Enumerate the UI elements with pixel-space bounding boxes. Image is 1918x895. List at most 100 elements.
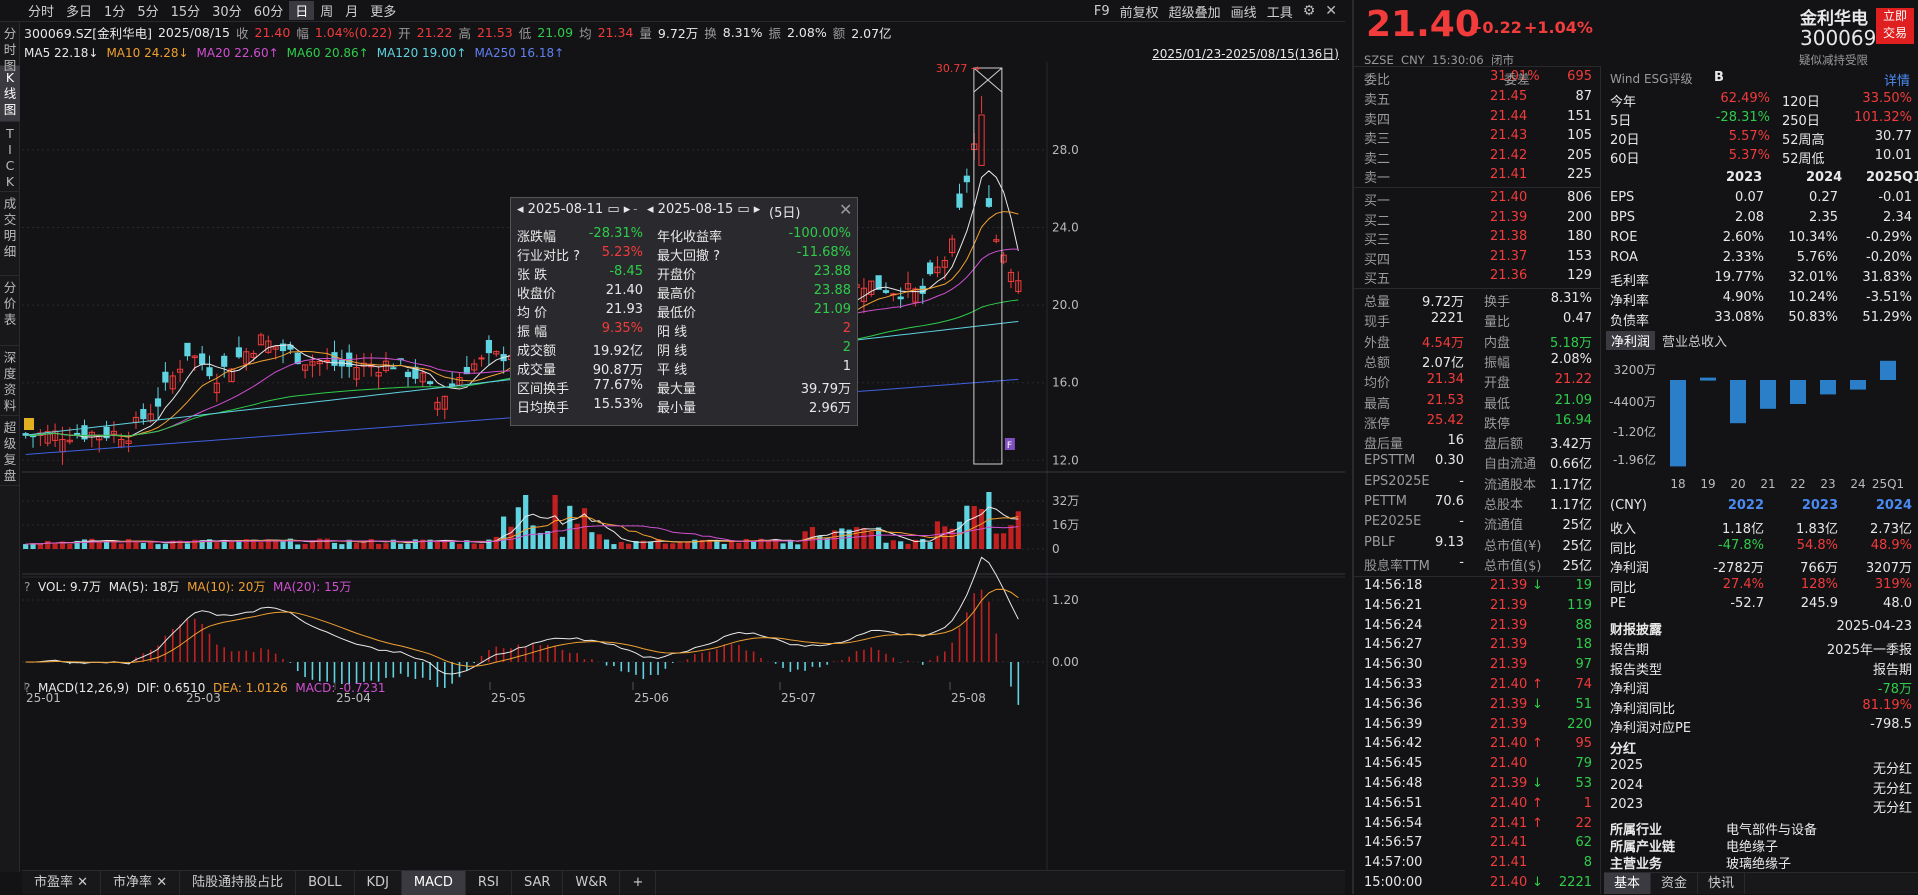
annual-value: 1.18亿	[1722, 522, 1764, 537]
right-tab-1[interactable]: 资金	[1651, 873, 1699, 894]
popup-value: -100.00%	[788, 226, 851, 241]
volume-bar	[662, 543, 668, 549]
leftnav-item-6[interactable]: 超级复盘	[0, 416, 20, 486]
price-axis-label: 28.0	[1052, 143, 1079, 157]
trade-button[interactable]: 立即 交易	[1876, 8, 1914, 44]
macd-axis-label: 1.20	[1052, 593, 1079, 607]
indicator-tab-9[interactable]: +	[620, 870, 657, 895]
toolbar-item-3[interactable]: 画线	[1230, 5, 1257, 21]
period-tab-6[interactable]: 60分	[253, 5, 284, 20]
reduction-note: 疑似减持受限	[1799, 53, 1868, 67]
tab-close-icon[interactable]: ✕	[73, 874, 89, 890]
period-tab-4[interactable]: 15分	[170, 5, 201, 20]
vol-ma-line	[25, 525, 1019, 545]
tick-row: 14:56:18 21.39 ↓ 19	[1364, 578, 1592, 593]
popup-date-from[interactable]: ◂ 2025-08-11 ▭ ▸	[517, 202, 631, 217]
disclosure-label: 报告类型	[1610, 662, 1663, 678]
volume-bar	[956, 521, 963, 549]
leftnav-item-5[interactable]: 深度资料	[0, 346, 20, 416]
disclosure-label: 报告期	[1610, 643, 1650, 658]
candle-body	[934, 266, 941, 274]
mini-x-label: 23	[1820, 477, 1835, 490]
fin-value: -0.29%	[1866, 230, 1912, 245]
right-tab-2[interactable]: 快讯	[1698, 873, 1746, 894]
volume-bar	[736, 542, 742, 549]
period-tab-7[interactable]: 日	[289, 1, 315, 20]
volume-bar	[986, 492, 992, 549]
indicator-tab-6[interactable]: RSI	[466, 870, 512, 895]
period-tab-2[interactable]: 1分	[104, 5, 126, 20]
industry-value[interactable]: 电气部件与设备	[1726, 823, 1818, 838]
leftnav-item-4[interactable]: 分价表	[0, 276, 20, 346]
popup-value: 15.53%	[593, 397, 643, 412]
stat-row: PETTM 70.6 总股本 1.17亿	[1364, 494, 1592, 513]
popup-label: 区间换手	[517, 382, 570, 397]
popup-date-to[interactable]: ◂ 2025-08-15 ▭ ▸	[647, 202, 761, 217]
candle-body	[184, 342, 191, 357]
kline-chart[interactable]: 28.0 24.0 20.0 16.0 12.0 30.77 → F 32万 16万 0 1.…	[22, 62, 1345, 872]
stat-row: 涨停 25.42 跌停 16.94	[1364, 412, 1592, 432]
popup-label: 最低价	[657, 306, 697, 321]
toolbar-item-2[interactable]: 超级叠加	[1168, 5, 1221, 21]
tab-close-icon[interactable]: ✕	[152, 874, 168, 890]
close-icon[interactable]: ✕	[839, 200, 853, 219]
volume-bar	[596, 534, 602, 549]
fin-tab-0[interactable]: 净利润	[1606, 331, 1656, 350]
indicator-tab-7[interactable]: SAR	[512, 870, 564, 895]
close-icon[interactable]: ✕	[1325, 3, 1337, 19]
volume-bar	[273, 540, 279, 549]
vol-axis-label: 16万	[1052, 518, 1079, 532]
fin-value: -3.51%	[1866, 290, 1912, 305]
candle-body	[993, 239, 1000, 242]
gear-icon[interactable]: ⚙	[1302, 3, 1316, 19]
period-tab-1[interactable]: 多日	[66, 5, 93, 20]
leftnav-item-0[interactable]: 分时图	[0, 22, 20, 73]
toolbar-item-4[interactable]: 工具	[1266, 5, 1293, 21]
period-bar: 分时 多日 1分 5分 15分 30分 60分日周月更多 F9 前复权 超级叠加 画线 工具 ⚙ ✕	[0, 0, 1345, 22]
mini-x-label: 24	[1850, 477, 1865, 490]
leftnav-item-3[interactable]: 成交明细	[0, 192, 20, 276]
volume-bar	[383, 543, 389, 549]
industry-value[interactable]: 玻璃绝缘子	[1726, 857, 1792, 872]
period-tab-3[interactable]: 5分	[137, 5, 159, 20]
volume-bar	[67, 544, 73, 549]
indicator-tab-2[interactable]: 陆股通持股占比	[180, 870, 297, 895]
esg-detail-link[interactable]: 详情	[1884, 74, 1911, 89]
volume-bar	[111, 540, 117, 549]
volume-bar	[199, 540, 205, 549]
candle-body	[110, 430, 118, 435]
volume-bar	[1001, 533, 1007, 549]
period-tab-9[interactable]: 月	[345, 5, 359, 20]
mini-bar	[1850, 380, 1866, 390]
indicator-tab-4[interactable]: KDJ	[355, 870, 402, 895]
mini-x-label: 21	[1760, 477, 1775, 490]
candle-body	[404, 371, 412, 378]
toolbar-item-0[interactable]: F9	[1093, 3, 1110, 19]
volume-bar	[868, 531, 874, 549]
fin-label: ROA	[1610, 250, 1638, 265]
period-tab-10[interactable]: 更多	[370, 5, 397, 20]
price-axis-label: 20.0	[1052, 298, 1079, 312]
popup-value: 21.09	[813, 302, 851, 317]
tick-row: 14:56:27 21.39 18	[1364, 637, 1592, 653]
annual-label: 净利润	[1610, 561, 1650, 576]
toolbar-item-1[interactable]: 前复权	[1119, 5, 1159, 21]
right-tab-0[interactable]: 基本	[1604, 873, 1652, 894]
period-tab-5[interactable]: 30分	[212, 5, 242, 20]
date-range[interactable]: 2025/01/23-2025/08/15(136日)	[1152, 46, 1339, 61]
stat-row: EPS2025E - 流通股本 1.17亿	[1364, 473, 1592, 493]
fin-tab-1[interactable]: 营业总收入	[1662, 335, 1728, 350]
industry-value[interactable]: 电绝缘子	[1726, 840, 1779, 855]
indicator-tab-1[interactable]: 市净率 ✕	[101, 870, 181, 895]
popup-label: 振 幅	[517, 325, 548, 340]
indicator-tab-3[interactable]: BOLL	[296, 870, 355, 895]
indicator-tab-5[interactable]: MACD	[401, 870, 466, 895]
stat-row: 现手 2221 量比 0.47	[1364, 311, 1592, 331]
indicator-tab-0[interactable]: 市盈率 ✕	[22, 870, 102, 895]
period-tab-0[interactable]: 分时	[28, 5, 55, 20]
indicator-tab-8[interactable]: W&R	[563, 870, 621, 895]
popup-value: -11.68%	[796, 245, 851, 260]
period-tab-8[interactable]: 周	[320, 5, 334, 20]
